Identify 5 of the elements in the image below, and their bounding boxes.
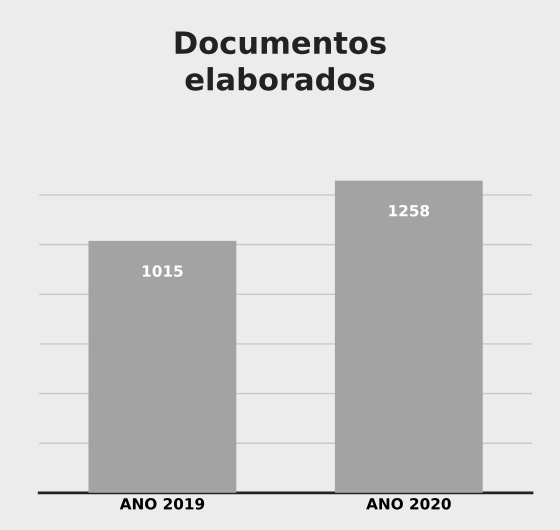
data-label: 1258 bbox=[389, 204, 430, 217]
data-label: 1015 bbox=[142, 265, 183, 277]
chart-title: Documentos elaborados bbox=[176, 31, 386, 91]
x-tick-label: ANO 2019 bbox=[120, 498, 204, 510]
x-tick-label: ANO 2020 bbox=[366, 498, 451, 510]
